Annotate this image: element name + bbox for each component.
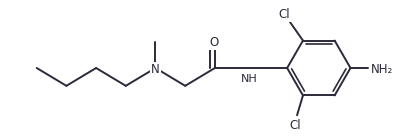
Text: NH: NH <box>240 74 257 84</box>
Text: Cl: Cl <box>288 119 300 132</box>
Text: O: O <box>209 36 218 49</box>
Text: NH₂: NH₂ <box>370 63 392 76</box>
Text: Cl: Cl <box>278 8 289 21</box>
Text: N: N <box>151 63 160 76</box>
